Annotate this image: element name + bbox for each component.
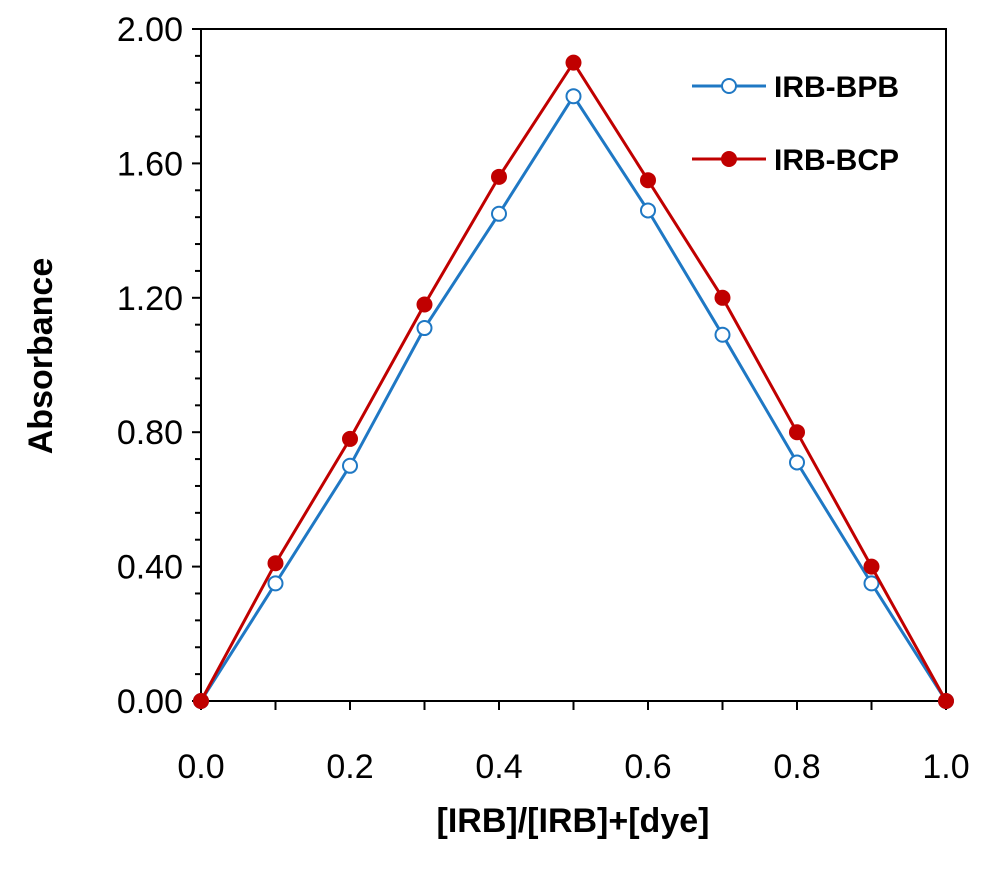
- data-point-irb-bcp: [863, 558, 880, 575]
- x-tick-label: 1.0: [922, 748, 969, 786]
- data-point-irb-bcp: [789, 424, 805, 441]
- data-point-irb-bpb: [863, 575, 880, 592]
- y-tick-label: 2.00: [117, 11, 183, 49]
- y-tick-label: 0.80: [117, 414, 183, 452]
- y-tick-label: 1.60: [117, 145, 183, 183]
- data-point-irb-bcp: [938, 693, 954, 709]
- legend-label-irb-bpb: IRB-BPB: [774, 71, 899, 104]
- data-point-irb-bpb: [789, 454, 805, 471]
- legend: IRB-BPB IRB-BCP: [692, 71, 899, 177]
- legend-label-irb-bcp: IRB-BCP: [774, 144, 899, 177]
- data-point-irb-bcp: [640, 172, 656, 189]
- data-point-irb-bcp: [491, 168, 507, 185]
- x-tick-label: 0.4: [475, 748, 522, 786]
- x-tick-label: 0.8: [773, 748, 820, 786]
- data-point-irb-bcp: [342, 430, 358, 447]
- x-tick-label: 0.0: [177, 748, 224, 786]
- x-tick-label: 0.2: [326, 748, 373, 786]
- series-line-irb-bpb: [199, 93, 948, 702]
- ticks: 0.00 0.40 0.80 1.20 1.60 2.00 0.0 0.2 0.4 0.6 0.8 1…: [117, 11, 970, 786]
- plot-frame: [200, 28, 947, 702]
- legend-marker-irb-bcp: [721, 151, 737, 167]
- x-tick-label: 0.6: [624, 748, 671, 786]
- data-point-irb-bcp: [267, 555, 284, 572]
- y-axis-title: Absorbance: [22, 258, 60, 455]
- data-point-irb-bpb: [714, 326, 731, 343]
- y-tick-label: 0.40: [117, 549, 183, 587]
- data-point-irb-bcp: [565, 54, 582, 71]
- axes: [200, 28, 947, 702]
- y-tick-label: 1.20: [117, 280, 183, 318]
- data-point-irb-bpb: [267, 575, 284, 592]
- data-point-irb-bcp: [193, 693, 209, 709]
- series-layer: [193, 54, 954, 709]
- data-point-irb-bcp: [714, 289, 731, 306]
- x-axis-title: [IRB]/[IRB]+[dye]: [437, 802, 710, 840]
- data-point-irb-bpb: [416, 320, 433, 337]
- legend-marker-irb-bpb: [721, 78, 737, 94]
- data-point-irb-bpb: [640, 202, 656, 219]
- y-tick-label: 0.00: [117, 683, 183, 721]
- data-point-irb-bcp: [416, 296, 433, 313]
- data-point-irb-bpb: [342, 457, 358, 474]
- data-point-irb-bpb: [565, 88, 582, 105]
- data-point-irb-bpb: [491, 205, 507, 222]
